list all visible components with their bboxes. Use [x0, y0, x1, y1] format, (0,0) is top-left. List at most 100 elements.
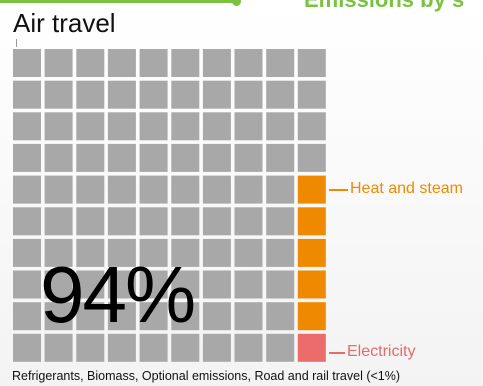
waffle-cell-air-travel [107, 238, 136, 267]
waffle-cell-air-travel [76, 238, 105, 267]
waffle-cell-air-travel [44, 80, 73, 109]
waffle-cell-air-travel [297, 49, 326, 77]
waffle-cell-air-travel [234, 207, 263, 236]
waffle-cell-heat-and-steam [297, 207, 326, 236]
waffle-cell-air-travel [13, 143, 41, 172]
waffle-cell-air-travel [139, 49, 168, 77]
waffle-cell-air-travel [234, 333, 263, 362]
waffle-cell-air-travel [297, 80, 326, 109]
waffle-cell-air-travel [234, 143, 263, 172]
waffle-cell-air-travel [234, 238, 263, 267]
waffle-cell-air-travel [44, 238, 73, 267]
waffle-cell-air-travel [107, 143, 136, 172]
waffle-cell-air-travel [107, 80, 136, 109]
electricity-leader-line [329, 352, 345, 354]
waffle-cell-air-travel [202, 238, 231, 267]
waffle-cell-air-travel [76, 143, 105, 172]
waffle-cell-air-travel [76, 207, 105, 236]
waffle-cell-air-travel [234, 80, 263, 109]
waffle-cell-air-travel [107, 49, 136, 77]
waffle-cell-air-travel [107, 333, 136, 362]
waffle-cell-air-travel [266, 302, 295, 331]
waffle-cell-air-travel [44, 143, 73, 172]
waffle-cell-air-travel [202, 302, 231, 331]
waffle-cell-air-travel [234, 302, 263, 331]
waffle-cell-air-travel [13, 270, 41, 299]
waffle-cell-air-travel [44, 175, 73, 204]
waffle-cell-air-travel [171, 175, 200, 204]
waffle-cell-air-travel [13, 49, 41, 77]
waffle-cell-air-travel [171, 270, 200, 299]
waffle-cell-air-travel [44, 49, 73, 77]
waffle-cell-heat-and-steam [297, 302, 326, 331]
waffle-cell-air-travel [76, 175, 105, 204]
waffle-cell-air-travel [266, 80, 295, 109]
waffle-cell-air-travel [202, 333, 231, 362]
waffle-cell-air-travel [76, 302, 105, 331]
waffle-cell-air-travel [139, 80, 168, 109]
footnote: Refrigerants, Biomass, Optional emission… [12, 369, 401, 383]
waffle-cell-air-travel [76, 270, 105, 299]
waffle-cell-air-travel [202, 207, 231, 236]
waffle-cell-air-travel [171, 238, 200, 267]
waffle-cell-air-travel [202, 49, 231, 77]
waffle-cell-air-travel [171, 302, 200, 331]
page-title: Emissions by s [304, 0, 464, 13]
waffle-cell-air-travel [139, 333, 168, 362]
waffle-cell-air-travel [139, 302, 168, 331]
waffle-cell-air-travel [297, 143, 326, 172]
waffle-cell-air-travel [139, 238, 168, 267]
header-rule-dot [232, 0, 241, 6]
waffle-cell-air-travel [171, 80, 200, 109]
waffle-cell-air-travel [139, 175, 168, 204]
waffle-cell-air-travel [139, 112, 168, 141]
waffle-cell-air-travel [139, 207, 168, 236]
waffle-cell-air-travel [139, 143, 168, 172]
waffle-cell-air-travel [44, 270, 73, 299]
waffle-cell-air-travel [266, 333, 295, 362]
waffle-cell-air-travel [266, 143, 295, 172]
chart-title: Air travel [13, 8, 116, 38]
waffle-cell-air-travel [202, 112, 231, 141]
waffle-cell-air-travel [76, 49, 105, 77]
waffle-cell-air-travel [76, 80, 105, 109]
waffle-cell-air-travel [266, 175, 295, 204]
heat-leader-line [329, 189, 348, 191]
annotation-heat-and-steam: Heat and steam [350, 180, 463, 197]
waffle-cell-air-travel [171, 143, 200, 172]
waffle-cell-air-travel [13, 207, 41, 236]
waffle-cell-heat-and-steam [297, 270, 326, 299]
waffle-cell-air-travel [234, 112, 263, 141]
waffle-cell-air-travel [107, 302, 136, 331]
waffle-cell-air-travel [13, 80, 41, 109]
waffle-cell-air-travel [202, 270, 231, 299]
waffle-cell-air-travel [44, 112, 73, 141]
waffle-cell-air-travel [44, 333, 73, 362]
waffle-cell-air-travel [266, 207, 295, 236]
waffle-cell-air-travel [234, 270, 263, 299]
waffle-cell-air-travel [13, 238, 41, 267]
waffle-cell-air-travel [13, 302, 41, 331]
waffle-cell-air-travel [139, 270, 168, 299]
waffle-cell-air-travel [13, 175, 41, 204]
waffle-cell-air-travel [202, 175, 231, 204]
waffle-cell-heat-and-steam [297, 175, 326, 204]
waffle-cell-air-travel [171, 207, 200, 236]
waffle-cell-air-travel [266, 112, 295, 141]
waffle-cell-air-travel [107, 175, 136, 204]
percent-label: 94% [40, 250, 196, 339]
waffle-cell-air-travel [171, 112, 200, 141]
waffle-cell-air-travel [44, 207, 73, 236]
waffle-cell-air-travel [202, 143, 231, 172]
waffle-cell-air-travel [107, 207, 136, 236]
waffle-cell-air-travel [107, 112, 136, 141]
waffle-cell-air-travel [76, 333, 105, 362]
waffle-cell-air-travel [266, 238, 295, 267]
waffle-cell-air-travel [171, 333, 200, 362]
annotation-electricity: Electricity [347, 343, 416, 360]
waffle-cell-air-travel [107, 270, 136, 299]
waffle-cell-heat-and-steam [297, 238, 326, 267]
title-connector [16, 39, 17, 47]
waffle-cell-electricity [297, 333, 326, 362]
